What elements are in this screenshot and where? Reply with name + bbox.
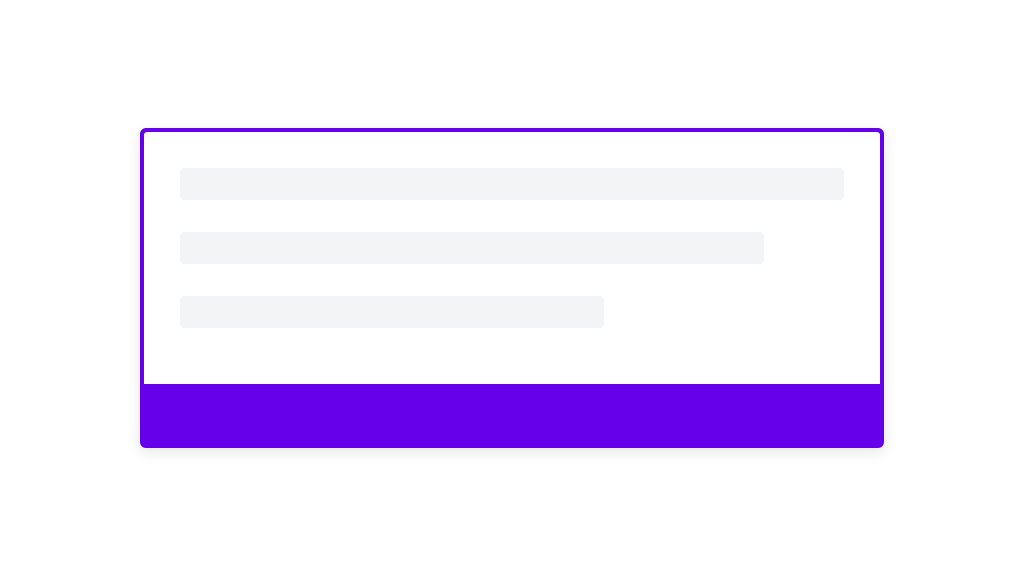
card-body [144, 132, 880, 384]
skeleton-line [180, 232, 764, 264]
skeleton-card [140, 128, 884, 448]
skeleton-line [180, 168, 844, 200]
skeleton-line [180, 296, 604, 328]
